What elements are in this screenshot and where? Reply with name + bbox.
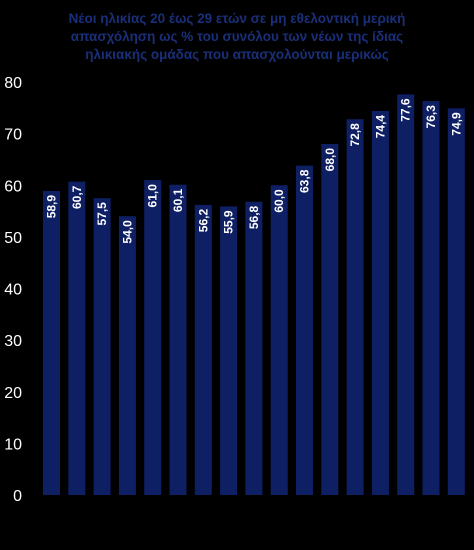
bar [68, 181, 86, 496]
data-label: 58,9 [45, 195, 59, 219]
y-tick-label: 0 [13, 488, 22, 505]
bar [194, 204, 212, 495]
bars-group [43, 94, 465, 496]
chart-title: Νέοι ηλικίας 20 έως 29 ετών σε μη εθελον… [0, 10, 474, 64]
bar [245, 201, 263, 495]
y-tick-label: 70 [4, 127, 22, 144]
data-label: 54,0 [120, 220, 134, 244]
data-label: 77,6 [399, 98, 413, 122]
y-tick-label: 50 [4, 230, 22, 247]
data-label: 76,3 [424, 105, 438, 129]
y-tick-label: 60 [4, 178, 22, 195]
y-tick-label: 80 [4, 75, 22, 92]
bar [447, 108, 465, 496]
data-labels-group: 58,9 60,7 57,5 54,0 61,0 60,1 56,2 55,9 56,8 60,0… [45, 98, 464, 244]
data-label: 68,0 [323, 148, 337, 172]
bar [371, 110, 389, 495]
bar [93, 198, 111, 495]
chart-title-line-3: ηλικιακής ομάδας που απασχολούνται μερικ… [85, 47, 389, 62]
bar [397, 94, 415, 495]
bar [169, 184, 187, 495]
data-label: 74,4 [373, 115, 387, 139]
bar [321, 143, 339, 495]
data-label: 72,8 [348, 123, 362, 147]
data-label: 61,0 [146, 184, 160, 208]
y-tick-label: 20 [4, 385, 22, 402]
bar [346, 119, 364, 496]
data-label: 57,5 [95, 202, 109, 226]
y-axis: 0 10 20 30 40 50 60 70 80 [4, 75, 22, 505]
data-label: 56,8 [247, 205, 261, 229]
bar [220, 206, 238, 495]
data-label: 60,1 [171, 188, 185, 212]
data-label: 55,9 [222, 210, 236, 234]
chart-title-line-1: Νέοι ηλικίας 20 έως 29 ετών σε μη εθελον… [68, 11, 406, 26]
y-tick-label: 40 [4, 282, 22, 299]
bar [43, 190, 60, 495]
data-label: 60,7 [70, 185, 84, 209]
chart-title-line-2: απασχόληση ως % του συνόλου των νέων της… [70, 29, 404, 44]
bar [270, 185, 288, 495]
data-label: 60,0 [272, 189, 286, 213]
data-label: 74,9 [449, 112, 463, 136]
y-tick-label: 30 [4, 333, 22, 350]
bar [422, 101, 440, 495]
bar [296, 165, 313, 495]
data-label: 56,2 [196, 209, 210, 233]
bar [118, 216, 136, 495]
y-tick-label: 10 [4, 436, 22, 453]
bar [144, 180, 162, 495]
data-label: 63,8 [298, 169, 312, 193]
